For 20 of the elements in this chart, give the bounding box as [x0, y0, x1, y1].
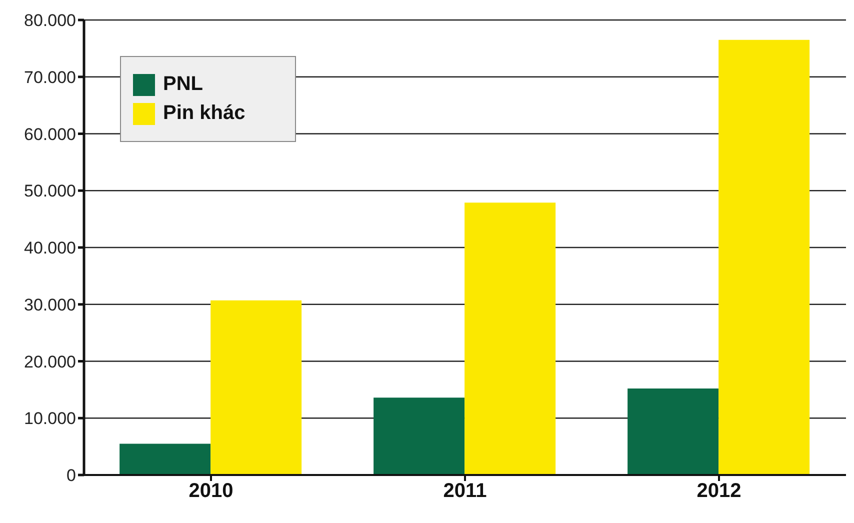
x-tick-label: 2010	[188, 480, 234, 502]
y-tick-label: 60.000	[24, 124, 76, 144]
y-tick-label: 80.000	[24, 11, 76, 30]
y-tick-label: 20.000	[24, 352, 76, 372]
bar	[718, 40, 810, 475]
bar	[628, 388, 719, 475]
y-tick-label: 50.000	[24, 182, 76, 201]
y-tick-label: 30.000	[24, 295, 76, 314]
bar	[464, 202, 556, 475]
y-tick-label: 70.000	[24, 68, 76, 87]
bar	[120, 444, 211, 475]
bar	[210, 300, 302, 475]
y-tick-label: 10.000	[24, 409, 76, 428]
x-tick-label: 2012	[696, 480, 742, 502]
y-tick-label: 40.000	[24, 238, 76, 258]
legend-label: PNL	[163, 73, 203, 96]
x-tick-label: 2011	[443, 480, 487, 502]
bar	[374, 398, 465, 475]
y-tick-label: 0	[66, 466, 76, 486]
legend-label: Pin khác	[163, 102, 246, 125]
